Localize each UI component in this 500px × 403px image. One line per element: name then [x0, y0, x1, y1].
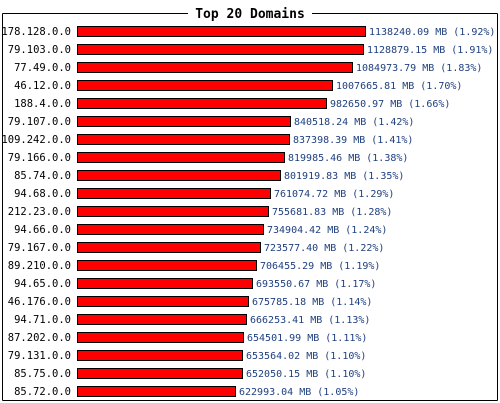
- bar-row: 79.167.0.0 723577.40 MB (1.22%): [8, 242, 384, 254]
- bar-row: 46.12.0.0 1007665.81 MB (1.70%): [14, 80, 462, 92]
- bar: [77, 224, 264, 235]
- value-label: 693550.67 MB (1.17%): [256, 279, 376, 290]
- value-label: 675785.18 MB (1.14%): [252, 297, 372, 308]
- bar: [77, 260, 257, 271]
- bar: [77, 134, 290, 145]
- category-label: 94.68.0.0: [14, 188, 71, 200]
- bar-row: 79.166.0.0 819985.46 MB (1.38%): [8, 152, 408, 164]
- value-label: 723577.40 MB (1.22%): [264, 243, 384, 254]
- category-label: 77.49.0.0: [14, 62, 71, 74]
- category-label: 94.65.0.0: [14, 278, 71, 290]
- bar-row: 77.49.0.0 1084973.79 MB (1.83%): [14, 62, 482, 74]
- category-label: 85.75.0.0: [14, 368, 71, 380]
- category-label: 79.167.0.0: [8, 242, 71, 254]
- bar-row: 94.66.0.0 734904.42 MB (1.24%): [14, 224, 387, 236]
- bar-row: 188.4.0.0 982650.97 MB (1.66%): [14, 98, 450, 110]
- category-label: 85.72.0.0: [14, 386, 71, 398]
- category-label: 85.74.0.0: [14, 170, 71, 182]
- category-label: 79.103.0.0: [8, 44, 71, 56]
- bar-row: 87.202.0.0 654501.99 MB (1.11%): [8, 332, 367, 344]
- value-label: 1084973.79 MB (1.83%): [356, 63, 482, 74]
- category-label: 79.131.0.0: [8, 350, 71, 362]
- bar: [77, 152, 285, 163]
- category-label: 109.242.0.0: [1, 134, 71, 146]
- value-label: 706455.29 MB (1.19%): [260, 261, 380, 272]
- value-label: 761074.72 MB (1.29%): [274, 189, 394, 200]
- bar: [77, 26, 366, 37]
- value-label: 1007665.81 MB (1.70%): [336, 81, 462, 92]
- bar-row: 212.23.0.0 755681.83 MB (1.28%): [8, 206, 392, 218]
- value-label: 1138240.09 MB (1.92%): [369, 27, 495, 38]
- bar-row: 109.242.0.0 837398.39 MB (1.41%): [1, 134, 413, 146]
- bars-layer: 178.128.0.0 1138240.09 MB (1.92%) 79.103.0…: [1, 26, 495, 398]
- bar-row: 85.72.0.0 622993.04 MB (1.05%): [14, 386, 359, 398]
- value-label: 837398.39 MB (1.41%): [293, 135, 413, 146]
- bar-row: 94.68.0.0 761074.72 MB (1.29%): [14, 188, 394, 200]
- category-label: 94.71.0.0: [14, 314, 71, 326]
- bar: [77, 62, 353, 73]
- bar: [77, 386, 236, 397]
- bar: [77, 170, 281, 181]
- bar-row: 178.128.0.0 1138240.09 MB (1.92%): [1, 26, 495, 38]
- value-label: 622993.04 MB (1.05%): [239, 387, 359, 398]
- bar-row: 94.65.0.0 693550.67 MB (1.17%): [14, 278, 376, 290]
- category-label: 188.4.0.0: [14, 98, 71, 110]
- bar: [77, 206, 269, 217]
- value-label: 734904.42 MB (1.24%): [267, 225, 387, 236]
- value-label: 801919.83 MB (1.35%): [284, 171, 404, 182]
- bar-row: 85.74.0.0 801919.83 MB (1.35%): [14, 170, 404, 182]
- bar: [77, 332, 244, 343]
- bar: [77, 80, 333, 91]
- bar: [77, 242, 261, 253]
- bar: [77, 44, 364, 55]
- bar-row: 79.103.0.0 1128879.15 MB (1.91%): [8, 44, 493, 56]
- bar: [77, 278, 253, 289]
- bar: [77, 98, 327, 109]
- bar-row: 89.210.0.0 706455.29 MB (1.19%): [8, 260, 380, 272]
- category-label: 46.12.0.0: [14, 80, 71, 92]
- bar-row: 85.75.0.0 652050.15 MB (1.10%): [14, 368, 366, 380]
- bar-row: 79.131.0.0 653564.02 MB (1.10%): [8, 350, 366, 362]
- value-label: 819985.46 MB (1.38%): [288, 153, 408, 164]
- value-label: 653564.02 MB (1.10%): [246, 351, 366, 362]
- value-label: 982650.97 MB (1.66%): [330, 99, 450, 110]
- category-label: 46.176.0.0: [8, 296, 71, 308]
- category-label: 79.166.0.0: [8, 152, 71, 164]
- value-label: 1128879.15 MB (1.91%): [367, 45, 493, 56]
- category-label: 89.210.0.0: [8, 260, 71, 272]
- bar: [77, 296, 249, 307]
- category-label: 79.107.0.0: [8, 116, 71, 128]
- bar: [77, 116, 291, 127]
- bar: [77, 188, 271, 199]
- value-label: 652050.15 MB (1.10%): [246, 369, 366, 380]
- bar: [77, 314, 247, 325]
- bar-row: 79.107.0.0 840518.24 MB (1.42%): [8, 116, 414, 128]
- chart-title: Top 20 Domains: [195, 7, 305, 22]
- category-label: 94.66.0.0: [14, 224, 71, 236]
- bar-row: 46.176.0.0 675785.18 MB (1.14%): [8, 296, 372, 308]
- category-label: 87.202.0.0: [8, 332, 71, 344]
- value-label: 755681.83 MB (1.28%): [272, 207, 392, 218]
- bar-row: 94.71.0.0 666253.41 MB (1.13%): [14, 314, 370, 326]
- bar: [77, 350, 243, 361]
- category-label: 212.23.0.0: [8, 206, 71, 218]
- category-label: 178.128.0.0: [1, 26, 71, 38]
- bar: [77, 368, 243, 379]
- value-label: 840518.24 MB (1.42%): [294, 117, 414, 128]
- value-label: 666253.41 MB (1.13%): [250, 315, 370, 326]
- value-label: 654501.99 MB (1.11%): [247, 333, 367, 344]
